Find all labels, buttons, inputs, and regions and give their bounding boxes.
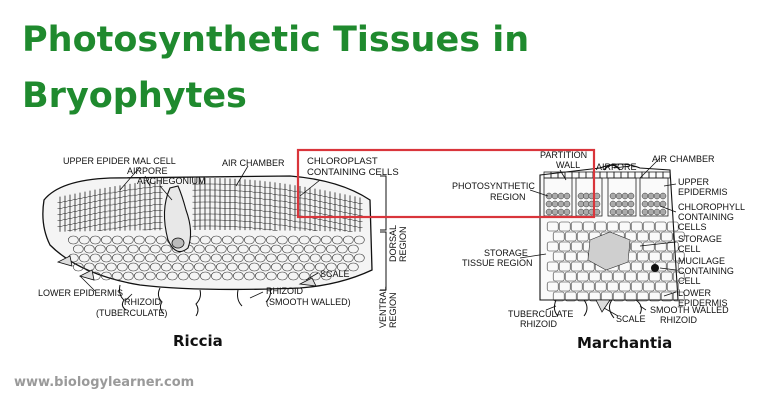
ventral-region-bracket <box>380 232 386 290</box>
label-riccia-scale: SCALE <box>320 269 350 279</box>
chlorophyll-cell <box>642 209 648 215</box>
label-archegonium: ARCHEGONIUM <box>137 176 206 186</box>
caption-marchantia: Marchantia <box>577 336 672 351</box>
chlorophyll-cell <box>616 193 622 199</box>
label-chloroplast-line1: CHLOROPLAST <box>307 156 378 167</box>
label-upper-epidermal-cell: UPPER EPIDER MAL CELL <box>63 156 176 166</box>
label-marchantia-scale: SCALE <box>616 314 646 324</box>
caption-riccia: Riccia <box>173 334 223 349</box>
label-rhizoid-tuberculate-line2: (TUBERCULATE) <box>96 308 167 318</box>
chlorophyll-cell <box>564 209 570 215</box>
label-chlorophyll-line3: CELLS <box>678 222 707 232</box>
chlorophyll-cell <box>628 201 634 207</box>
label-rhizoid-tuberculate-line1: RHIZOID <box>124 297 161 307</box>
label-storage-tissue-line2: TISSUE REGION <box>462 258 533 268</box>
chlorophyll-cell <box>552 201 558 207</box>
label-storage-tissue-line1: STORAGE <box>484 248 528 258</box>
label-tuberculate-rhizoid-line1: TUBERCULATE <box>508 309 573 319</box>
chlorophyll-cell <box>552 209 558 215</box>
chlorophyll-cell <box>622 201 628 207</box>
label-storage-cell-line2: CELL <box>678 244 701 254</box>
label-chlorophyll-line1: CHLOROPHYLL <box>678 202 745 212</box>
mucilage-cell <box>651 264 659 272</box>
label-partition-wall-line2: WALL <box>556 160 580 170</box>
label-photosynthetic-line2: REGION <box>490 192 526 202</box>
chlorophyll-cell <box>642 193 648 199</box>
chlorophyll-cell <box>558 193 564 199</box>
marchantia-section-drawing <box>540 164 684 318</box>
chlorophyll-cell <box>642 201 648 207</box>
label-photosynthetic-line1: PHOTOSYNTHETIC <box>452 181 535 191</box>
chlorophyll-cell <box>628 193 634 199</box>
chlorophyll-cell <box>558 209 564 215</box>
ventral-labels-rotated: VENTRAL REGION <box>378 286 398 328</box>
chlorophyll-cell <box>610 193 616 199</box>
label-rhizoid-smooth-line1: RHIZOID <box>266 286 303 296</box>
label-riccia-lower-epidermis: LOWER EPIDERMIS <box>38 288 123 298</box>
chlorophyll-cell <box>654 193 660 199</box>
label-upper-epidermis-line2: EPIDERMIS <box>678 187 728 197</box>
label-mucilage-line1: MUCILAGE <box>678 256 725 266</box>
label-tuberculate-rhizoid-line2: RHIZOID <box>520 319 557 329</box>
chlorophyll-cell <box>546 201 552 207</box>
label-marchantia-lower-epidermis-line1: LOWER <box>678 288 712 298</box>
chlorophyll-cell <box>558 201 564 207</box>
chlorophyll-cell <box>648 209 654 215</box>
chlorophyll-cell <box>616 209 622 215</box>
chlorophyll-cell <box>660 209 666 215</box>
label-partition-wall-line1: PARTITION <box>540 150 587 160</box>
label-marchantia-airpore: AIRPORE <box>596 162 637 172</box>
chlorophyll-cell <box>648 201 654 207</box>
chlorophyll-cell <box>628 209 634 215</box>
dorsal-region-bracket <box>380 176 386 230</box>
chlorophyll-cell <box>622 209 628 215</box>
chlorophyll-cell <box>654 201 660 207</box>
label-ventral-line2: REGION <box>388 292 398 328</box>
label-dorsal-line1: DORSAL <box>388 225 398 262</box>
label-upper-epidermis-line1: UPPER <box>678 177 710 187</box>
label-dorsal-line2: REGION <box>398 226 408 262</box>
chlorophyll-cell <box>564 201 570 207</box>
chlorophyll-cell <box>616 201 622 207</box>
chlorophyll-cell <box>564 193 570 199</box>
chlorophyll-cell <box>660 193 666 199</box>
label-riccia-airpore: AIRPORE <box>127 166 168 176</box>
chlorophyll-cell <box>654 209 660 215</box>
label-smooth-rhizoid-line1: SMOOTH WALLED <box>650 305 729 315</box>
label-riccia-air-chamber: AIR CHAMBER <box>222 158 285 168</box>
website-credit: www.biologylearner.com <box>14 376 194 389</box>
label-rhizoid-smooth-line2: (SMOOTH WALLED) <box>266 297 351 307</box>
chlorophyll-cell <box>622 193 628 199</box>
archegonium-venter <box>172 238 184 248</box>
chlorophyll-cell <box>546 209 552 215</box>
chlorophyll-cell <box>610 209 616 215</box>
label-mucilage-line3: CELL <box>678 276 701 286</box>
chlorophyll-cell <box>648 193 654 199</box>
chlorophyll-cell <box>610 201 616 207</box>
label-mucilage-line2: CONTAINING <box>678 266 734 276</box>
label-ventral-line1: VENTRAL <box>378 286 388 328</box>
label-smooth-rhizoid-line2: RHIZOID <box>660 315 697 325</box>
label-chlorophyll-line2: CONTAINING <box>678 212 734 222</box>
region-labels-rotated: DORSAL REGION <box>388 225 408 262</box>
chlorophyll-cell <box>552 193 558 199</box>
label-storage-cell-line1: STORAGE <box>678 234 722 244</box>
label-chloroplast-line2: CONTAINING CELLS <box>307 167 399 178</box>
label-marchantia-air-chamber: AIR CHAMBER <box>652 154 715 164</box>
